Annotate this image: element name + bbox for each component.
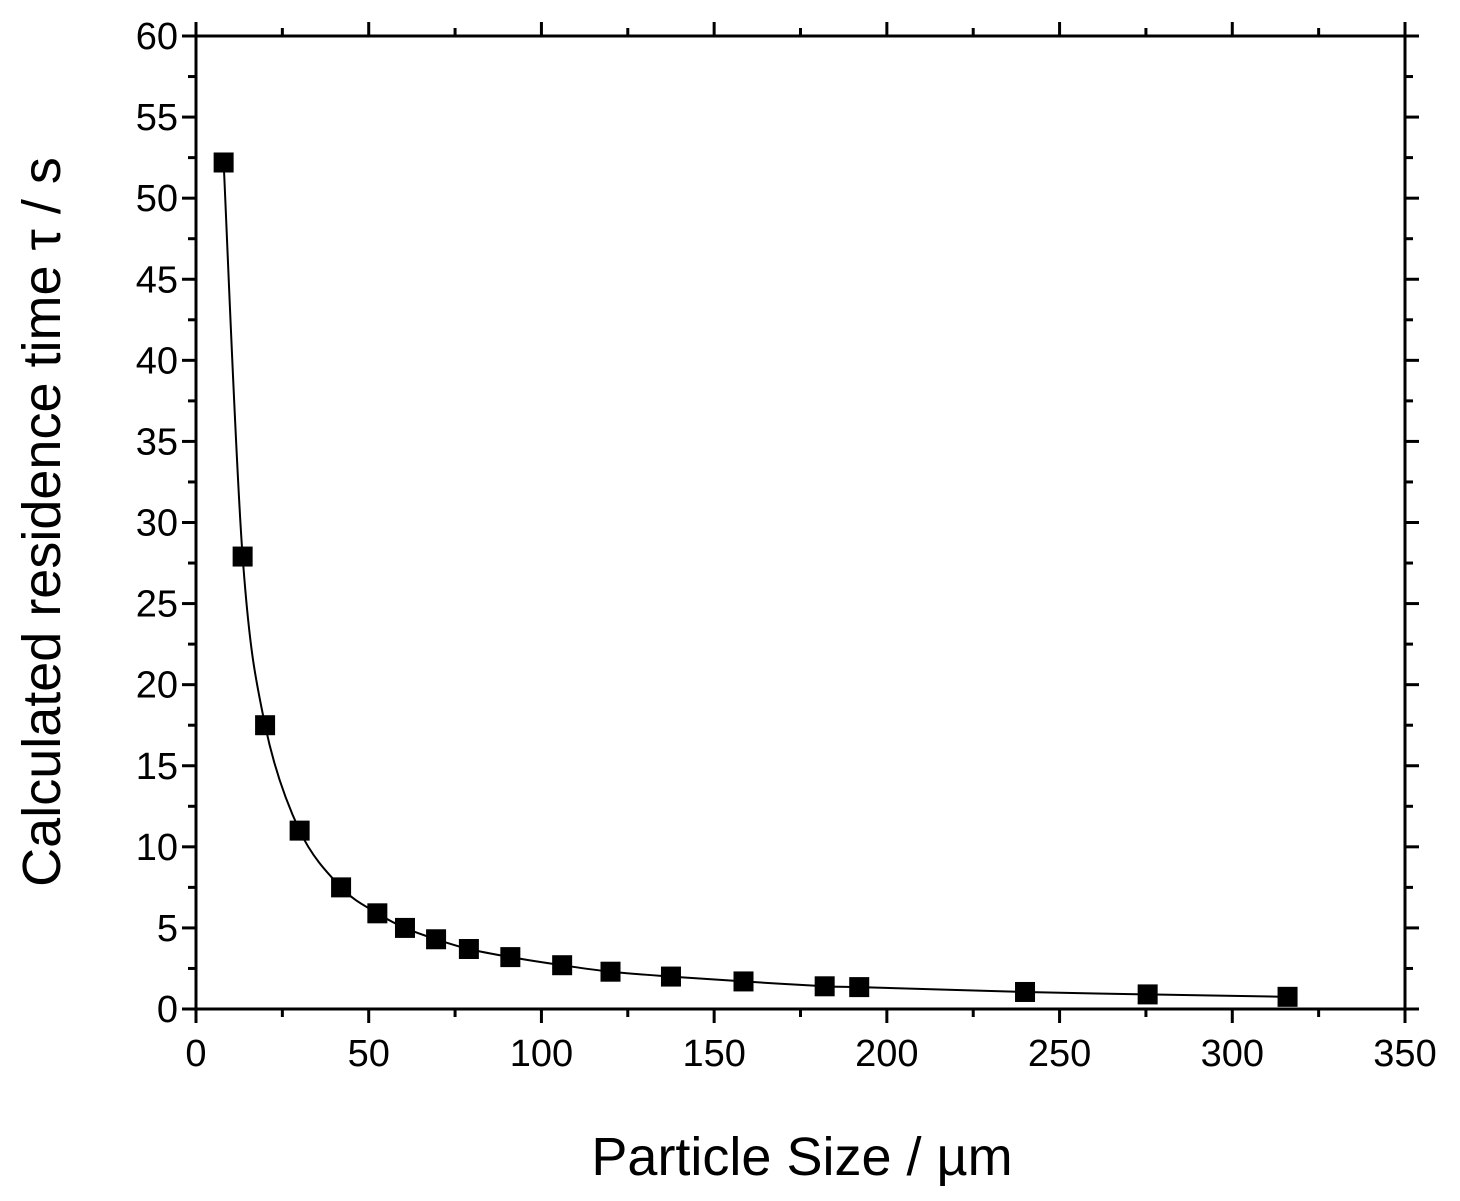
data-point-marker (660, 966, 681, 987)
data-point-marker (367, 903, 388, 924)
data-point-marker (331, 877, 352, 898)
y-tick-label: 15 (136, 746, 178, 788)
y-tick-label: 55 (136, 97, 178, 139)
data-point-marker (814, 976, 835, 997)
y-axis-title: Calculated residence time τ / s (12, 157, 72, 887)
plot-frame (194, 34, 1407, 1011)
data-point-marker (255, 715, 276, 736)
data-point-marker (552, 955, 573, 976)
x-tick-label: 0 (185, 1033, 206, 1075)
data-point-marker (1015, 981, 1036, 1002)
y-tick-label: 50 (136, 178, 178, 220)
y-tick-label: 35 (136, 421, 178, 463)
data-point-marker (213, 152, 234, 173)
data-point-marker (600, 961, 621, 982)
y-tick-label: 30 (136, 503, 178, 545)
axes-layer: 0 50 100 150 200 250 300 350 0 5 10 15 20 25 30 35 40 45 5… (136, 16, 1437, 1075)
data-point-marker (458, 938, 479, 959)
data-point-marker (733, 971, 754, 992)
y-tick-label: 5 (157, 908, 178, 950)
series-layer (213, 152, 1298, 1007)
y-tick-label: 45 (136, 259, 178, 301)
x-tick-label: 250 (1028, 1033, 1091, 1075)
y-tick-label: 60 (136, 16, 178, 58)
x-tick-label: 200 (855, 1033, 918, 1075)
data-point-marker (1277, 986, 1298, 1007)
y-tick-label: 25 (136, 584, 178, 626)
series-line (222, 162, 1288, 998)
data-point-marker (1137, 984, 1158, 1005)
data-point-marker (289, 820, 310, 841)
data-point-marker (426, 929, 447, 950)
y-tick-label: 40 (136, 340, 178, 382)
x-tick-label: 150 (682, 1033, 745, 1075)
data-point-marker (500, 947, 521, 968)
data-point-marker (232, 546, 253, 567)
y-tick-label: 0 (157, 989, 178, 1031)
plot-area (194, 34, 1407, 1011)
x-tick-label: 50 (348, 1033, 390, 1075)
x-tick-label: 300 (1201, 1033, 1264, 1075)
x-tick-label: 350 (1373, 1033, 1436, 1075)
x-axis-title: Particle Size / µm (591, 1127, 1012, 1187)
y-tick-label: 10 (136, 827, 178, 869)
x-tick-label: 100 (510, 1033, 573, 1075)
data-point-marker (849, 977, 870, 998)
data-point-marker (394, 917, 415, 938)
y-tick-label: 20 (136, 665, 178, 707)
